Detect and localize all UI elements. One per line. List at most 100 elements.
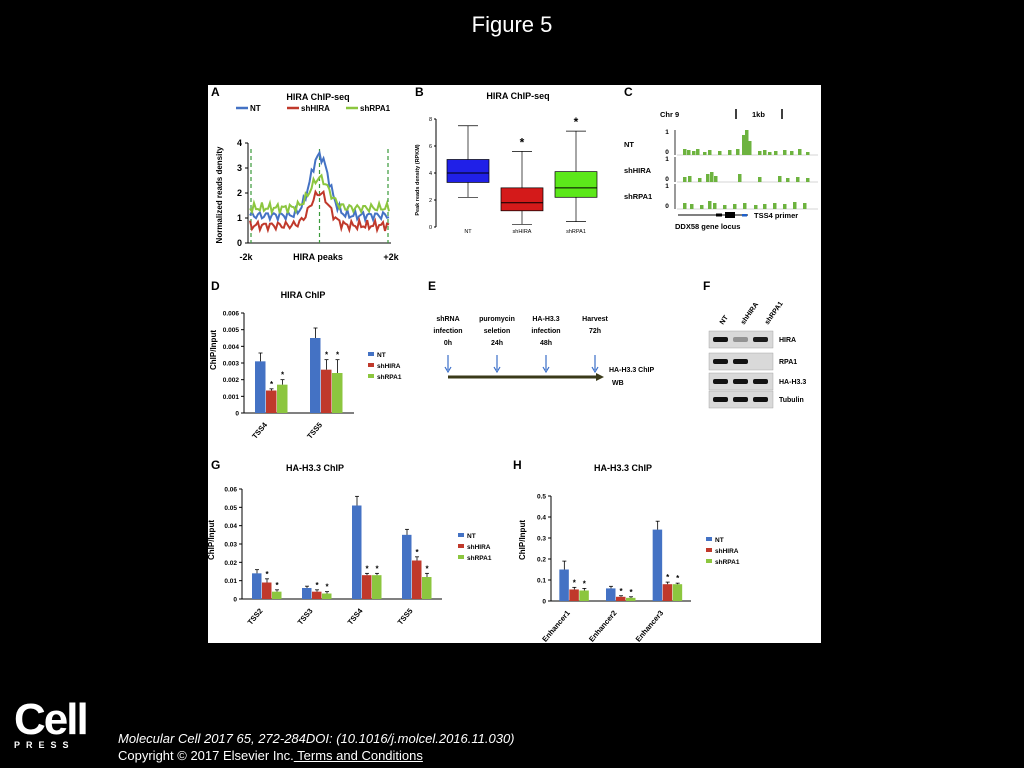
y-tick-label: 4 (429, 171, 432, 177)
panel-c-scale: 1kb (752, 110, 765, 119)
blot-band (713, 397, 728, 402)
significance-star: * (520, 135, 525, 149)
panel-a-ylabel: Normalized reads density (215, 146, 224, 243)
signal-bar (790, 151, 794, 155)
panel-a-xlabel: HIRA peaks (293, 252, 343, 262)
legend-swatch-nt (458, 533, 464, 537)
legend-label-shhira: shHIRA (377, 363, 401, 370)
signal-bar (736, 149, 740, 155)
track-axis-lo: 0 (665, 149, 669, 156)
y-tick-label: 2 (429, 198, 432, 204)
signal-bar (773, 203, 777, 209)
y-tick-label: 0.01 (224, 578, 237, 585)
significance-star: * (574, 115, 579, 129)
panel-letter-g: G (211, 458, 220, 472)
significance-star: * (275, 581, 279, 590)
y-tick-label: 0.005 (223, 327, 240, 334)
timeline-step-label: seletion (484, 328, 510, 335)
panel-c-chr: Chr 9 (660, 110, 679, 119)
bar-nt-tss4 (255, 361, 266, 413)
blot-band (733, 397, 748, 402)
timeline-step-time: 24h (491, 340, 503, 347)
signal-bar (748, 141, 752, 155)
blot-band (753, 337, 768, 342)
y-tick-label: 3 (237, 163, 242, 173)
timeline-step-label: HA-H3.3 (532, 316, 559, 323)
track-axis-hi: 1 (665, 183, 669, 190)
signal-bar (806, 152, 810, 155)
track-axis-hi: 1 (665, 129, 669, 136)
significance-star: * (325, 351, 329, 360)
bar-shhira-tss2 (262, 582, 272, 599)
panel-letter-f: F (703, 279, 710, 293)
timeline-end-label: HA-H3.3 ChIP (609, 367, 654, 374)
panel-letter-a: A (211, 85, 220, 99)
x-tick-label: TSS3 (296, 607, 315, 627)
blot-band (733, 379, 748, 384)
timeline-step-time: 48h (540, 340, 552, 347)
signal-bar (796, 177, 800, 182)
timeline-bar-arrowhead (596, 373, 604, 381)
copyright-text: Copyright © 2017 Elsevier Inc. (118, 748, 294, 763)
x-tick-label: Enhancer1 (540, 609, 572, 643)
y-tick-label: 6 (429, 144, 432, 150)
timeline-step-label: 72h (589, 328, 601, 335)
y-tick-label: 0.4 (537, 515, 546, 522)
bar-nt-enhancer1 (559, 569, 569, 601)
y-tick-label: 0.003 (223, 361, 240, 368)
y-tick-label: 0.06 (224, 487, 237, 494)
panel-b-ylabel: Peak reads density (RPKM) (415, 144, 421, 215)
signal-bar (803, 203, 807, 209)
panel-letter-h: H (513, 458, 522, 472)
gene-exon (725, 212, 735, 218)
bar-shhira-tss5 (412, 560, 422, 599)
bar-nt-enhancer2 (606, 588, 616, 601)
x-tick-label: TSS5 (305, 421, 324, 441)
timeline-arrowhead (493, 366, 501, 374)
panel-c-track-nt: NT (624, 140, 634, 149)
timeline-arrowhead (542, 366, 550, 374)
panel-a-title: HIRA ChIP-seq (286, 92, 349, 102)
signal-bar (774, 151, 778, 155)
signal-bar (696, 149, 700, 155)
legend-swatch-nt (706, 537, 712, 541)
panel-d-ylabel: ChIP/Input (209, 330, 218, 370)
signal-bar (754, 205, 758, 209)
x-tick-label: shRPA1 (566, 229, 586, 235)
significance-star: * (270, 380, 274, 389)
track-axis-lo: 0 (665, 176, 669, 183)
track-axis-hi: 1 (665, 156, 669, 163)
blot-lane-label: shRPA1 (764, 300, 785, 326)
bar-shhira-tss4 (362, 575, 372, 599)
panel-f-western-blot: NT shHIRA shRPA1 HIRA RPA1 HA-H3.3 Tubulin (708, 300, 806, 409)
legend-label-nt: NT (250, 104, 261, 113)
signal-bar (743, 203, 747, 209)
legend-label-shrpa1: shRPA1 (360, 104, 391, 113)
panel-letter-c: C (624, 85, 633, 99)
significance-star: * (415, 548, 419, 557)
gene-exon-small (716, 213, 722, 217)
bar-shhira-enhancer1 (569, 589, 579, 601)
slide-title: Figure 5 (471, 12, 553, 37)
panel-letter-e: E (428, 279, 436, 293)
panel-letter-d: D (211, 279, 220, 293)
figure-panel: A B C D E F G H HIRA ChIP-seq 0 1 2 3 4 NT shH… (208, 85, 821, 643)
significance-star: * (281, 371, 285, 380)
legend-swatch-shhira (368, 363, 374, 367)
bar-nt-enhancer3 (652, 529, 663, 601)
signal-bar (687, 150, 691, 155)
bar-nt-tss5 (402, 534, 412, 599)
significance-star: * (336, 351, 340, 360)
legend-label-shrpa1: shRPA1 (377, 374, 402, 381)
panel-c-track-shhira: shHIRA (624, 166, 652, 175)
signal-bar (683, 177, 687, 182)
significance-star: * (676, 574, 680, 583)
panel-a-xright: +2k (383, 252, 399, 262)
y-tick-label: 2 (237, 188, 242, 198)
signal-bar (778, 176, 782, 182)
timeline-step-label: puromycin (479, 316, 515, 323)
terms-link[interactable]: Terms and Conditions (293, 748, 423, 763)
signal-bar (758, 177, 762, 182)
logo-main: Cell (14, 695, 89, 744)
